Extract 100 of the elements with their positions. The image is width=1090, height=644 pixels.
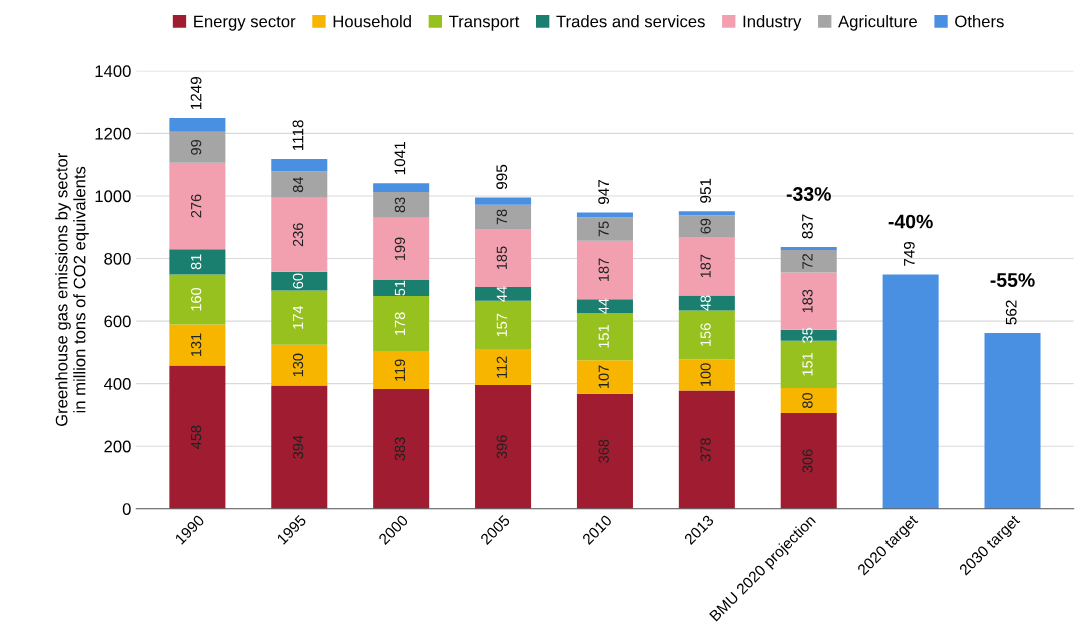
y-tick-label: 800 [104, 252, 131, 265]
bar [576, 217, 633, 241]
y-tick-label: 1000 [95, 190, 131, 203]
bar [271, 271, 328, 291]
bar [271, 385, 328, 509]
data-label: 44 [496, 286, 507, 302]
data-label: 130 [292, 353, 304, 377]
bar [271, 171, 328, 198]
y-tick-label: 1400 [95, 65, 131, 78]
bar [169, 131, 226, 163]
total-label: 947 [598, 180, 610, 204]
bar [271, 159, 328, 172]
bar [475, 197, 532, 205]
bar [169, 118, 226, 132]
total-label: 951 [700, 178, 711, 203]
bar [169, 274, 226, 325]
y-tick-label: 1200 [95, 127, 131, 140]
bar [576, 393, 633, 509]
data-label: 151 [598, 325, 609, 348]
data-label: 78 [496, 209, 507, 225]
bar [678, 310, 735, 360]
y-tick-label: 200 [104, 440, 131, 453]
data-label: 99 [190, 139, 202, 155]
data-label: 60 [292, 273, 304, 289]
data-label: 107 [598, 365, 609, 388]
bar [373, 280, 430, 297]
bar [678, 215, 735, 237]
data-label: 187 [598, 258, 609, 281]
data-label: 81 [190, 254, 202, 270]
data-label: 187 [700, 254, 711, 278]
y-tick-label: 0 [122, 503, 131, 515]
bar [576, 312, 633, 361]
bar [373, 296, 430, 352]
total-label: 995 [496, 164, 508, 189]
total-label: 1249 [190, 76, 202, 110]
data-label: 157 [496, 313, 507, 337]
data-label: 72 [802, 253, 813, 269]
bar [373, 191, 430, 218]
data-label: 84 [292, 177, 304, 193]
data-label: 44 [598, 298, 609, 314]
data-label: 394 [292, 435, 304, 459]
data-label: 183 [802, 289, 813, 313]
bar [271, 290, 328, 345]
bar [373, 183, 430, 192]
annotation: -33% [786, 187, 831, 201]
bar [780, 388, 837, 414]
data-label: 151 [802, 352, 813, 376]
y-tick-label: 600 [104, 315, 131, 328]
bar [576, 240, 633, 300]
legend-label: Agriculture [838, 15, 917, 31]
total-label: 749 [903, 241, 915, 266]
bar [576, 299, 633, 313]
data-label: 100 [700, 363, 711, 386]
data-label: 306 [802, 449, 813, 473]
bar [678, 359, 735, 391]
bar [780, 329, 837, 341]
bar [984, 332, 1041, 509]
data-label: 236 [292, 223, 304, 247]
bar [475, 349, 532, 385]
bar [678, 390, 735, 509]
bar [271, 197, 328, 272]
bar [780, 246, 837, 251]
bar [576, 360, 633, 394]
total-label: 1041 [394, 142, 406, 175]
bar [678, 211, 735, 216]
legend-label: Industry [743, 15, 802, 31]
data-label: 75 [598, 221, 609, 237]
bar [271, 344, 328, 386]
legend-label: Transport [449, 15, 520, 31]
data-label: 35 [802, 327, 813, 343]
data-label: 48 [700, 295, 711, 311]
bar [475, 286, 532, 301]
legend-label: Energy sector [194, 15, 296, 31]
bar [475, 204, 532, 230]
data-label: 131 [190, 333, 202, 357]
data-label: 119 [394, 359, 406, 381]
y-axis-title: Greenhouse gas emissions by sector in million tons of CO2 equivalents [55, 152, 89, 427]
data-label: 383 [394, 437, 406, 461]
data-label: 69 [700, 218, 711, 234]
legend-label: Household [333, 15, 411, 28]
data-label: 80 [802, 392, 813, 409]
data-label: 51 [394, 280, 406, 296]
bar [678, 236, 735, 296]
total-label: 837 [802, 214, 813, 239]
data-label: 199 [394, 237, 406, 261]
data-label: 160 [190, 287, 202, 311]
total-label: 562 [1005, 300, 1017, 325]
bar [373, 351, 430, 389]
bar [373, 217, 430, 281]
data-label: 112 [496, 356, 507, 378]
data-label: 83 [394, 197, 406, 213]
bar [475, 384, 532, 509]
data-label: 378 [700, 438, 711, 462]
y-tick-label: 400 [103, 378, 131, 390]
bar [678, 295, 735, 311]
bar [169, 365, 226, 509]
data-label: 396 [496, 435, 507, 459]
data-label: 368 [598, 439, 609, 463]
bar [169, 249, 226, 275]
bar [169, 162, 226, 250]
